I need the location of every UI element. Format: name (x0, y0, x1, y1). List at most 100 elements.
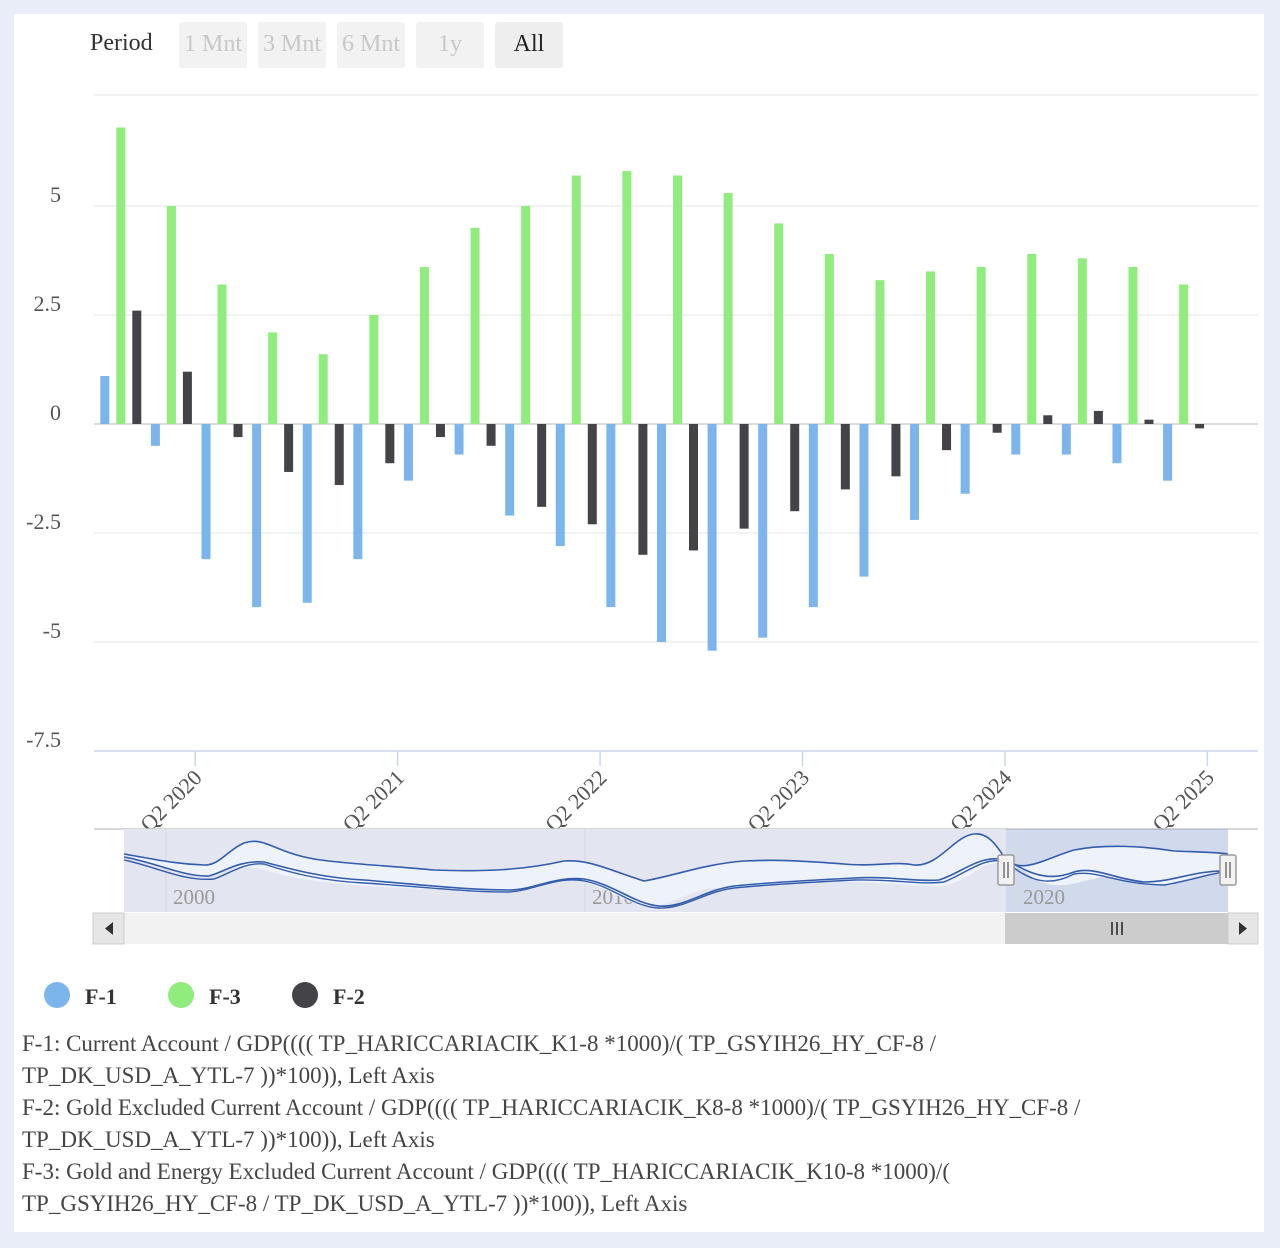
legend-dot-f2 (292, 982, 318, 1008)
bar-f2-5 (385, 424, 395, 464)
bar-f3-5 (369, 315, 379, 424)
bar-f1-7 (454, 424, 464, 455)
chart-panel: Period 1 Mnt 3 Mnt 6 Mnt 1y All 5 2.5 0 -2.… (14, 14, 1264, 1232)
bar-f1-4 (302, 424, 312, 603)
period-3-month-button[interactable]: 3 Mnt (258, 22, 326, 68)
y-tick-label: -2.5 (26, 509, 61, 534)
bar-f1-10 (606, 424, 616, 608)
bar-f3-6 (419, 267, 429, 424)
bar-f3-8 (521, 206, 531, 424)
y-tick-label: -5 (43, 618, 61, 643)
bar-f3-16 (926, 271, 936, 424)
bar-f2-0 (132, 310, 142, 424)
period-6-month-button[interactable]: 6 Mnt (337, 22, 405, 68)
bar-f2-1 (182, 371, 192, 424)
bar-f3-9 (571, 175, 581, 424)
bar-f3-7 (470, 227, 480, 424)
bar-f1-19 (1061, 424, 1071, 455)
navigator-year-label: 2020 (1023, 885, 1065, 909)
bar-chart: 52.50-2.5-5-7.5 Q2 2020 Q2 2021 Q2 2022 Q2 … (26, 94, 1259, 945)
period-1-month-button[interactable]: 1 Mnt (179, 22, 247, 68)
bar-f2-18 (1043, 415, 1053, 424)
bar-f1-9 (555, 424, 565, 547)
legend-dot-f1 (44, 982, 70, 1008)
legend: F-1 F-3 F-2 (14, 974, 1264, 1014)
bar-f1-3 (252, 424, 262, 608)
y-tick-label: 2.5 (34, 291, 62, 316)
bar-f2-10 (638, 424, 648, 555)
bar-f1-18 (1011, 424, 1021, 455)
navigator-line-f1 (123, 856, 1229, 907)
chevron-left-icon (105, 922, 113, 935)
legend-label-f2: F-2 (333, 984, 365, 1009)
bar-f3-14 (824, 253, 834, 424)
period-1-year-button[interactable]: 1y (416, 22, 484, 68)
bar-f3-19 (1077, 258, 1087, 424)
x-tick-label: Q2 2025 (1147, 765, 1219, 837)
bar-f1-21 (1163, 424, 1173, 481)
bar-f1-11 (657, 424, 666, 642)
y-axis-labels: 5 2.5 0 -2.5 -5 -7.5 (26, 182, 61, 752)
bar-f1-17 (960, 424, 970, 494)
note-f3: F-3: Gold and Energy Excluded Current Ac… (22, 1159, 950, 1216)
x-tick-label: Q2 2022 (540, 765, 612, 837)
navigator-line-f2 (123, 859, 1229, 909)
navigator-band (124, 833, 1228, 907)
bar-f3-17 (976, 267, 986, 424)
bar-f2-3 (284, 424, 294, 472)
y-tick-label: -7.5 (26, 727, 61, 752)
legend-label-f1: F-1 (85, 984, 117, 1009)
x-tick-label: Q2 2023 (742, 765, 814, 837)
bar-f1-12 (707, 424, 717, 651)
note-f1: F-1: Current Account / GDP(((( TP_HARICC… (22, 1031, 937, 1088)
chevron-right-icon (1239, 922, 1247, 935)
bar-f3-1 (166, 206, 176, 424)
bar-f1-13 (758, 424, 768, 638)
bar-series (100, 127, 1205, 651)
bar-f2-9 (587, 424, 597, 525)
bar-f3-15 (875, 280, 885, 424)
bar-f1-6 (403, 424, 413, 481)
bar-f2-14 (840, 424, 850, 490)
x-tick-label: Q2 2024 (945, 765, 1017, 837)
series-notes: F-1: Current Account / GDP(((( TP_HARICC… (22, 1028, 1082, 1220)
bar-f2-2 (233, 424, 243, 438)
bar-f3-0 (116, 127, 126, 425)
x-axis: Q2 2020 Q2 2021 Q2 2022 Q2 2023 Q2 2024 Q2 20… (94, 750, 1258, 837)
bar-f2-21 (1195, 424, 1205, 429)
legend-dot-f3 (168, 982, 194, 1008)
bar-f2-12 (739, 424, 749, 529)
bar-f3-13 (774, 223, 784, 424)
period-selector: Period 1 Mnt 3 Mnt 6 Mnt 1y All (14, 14, 714, 84)
bar-f1-15 (859, 424, 869, 577)
bar-f1-2 (201, 424, 211, 560)
bar-f3-2 (217, 284, 227, 424)
bar-f3-11 (673, 175, 682, 424)
bar-f1-0 (100, 376, 110, 424)
bar-f1-8 (505, 424, 515, 516)
bar-f2-17 (992, 424, 1002, 433)
bar-f1-20 (1112, 424, 1122, 464)
navigator-year-label: 2000 (173, 885, 215, 909)
bar-f1-16 (910, 424, 920, 520)
bar-f2-7 (486, 424, 496, 446)
navigator-right-handle (1219, 854, 1237, 886)
period-all-button[interactable]: All (495, 22, 563, 68)
legend-label-f3: F-3 (209, 984, 241, 1009)
scrollbar-grip: III (1109, 919, 1124, 939)
bar-f3-20 (1128, 267, 1138, 424)
x-tick-label: Q2 2021 (337, 765, 409, 837)
scrollbar-thumb (1005, 913, 1229, 944)
bar-f2-4 (334, 424, 344, 486)
y-tick-label: 5 (50, 182, 61, 207)
bar-f2-6 (435, 424, 445, 438)
navigator-left-handle (997, 854, 1015, 886)
bar-f3-10 (622, 171, 632, 424)
y-tick-label: 0 (50, 400, 61, 425)
navigator-line-f3 (123, 833, 1229, 882)
bar-f2-11 (689, 424, 698, 551)
bar-f1-14 (808, 424, 818, 608)
note-f2: F-2: Gold Excluded Current Account / GDP… (22, 1095, 1081, 1152)
bar-f2-8 (537, 424, 547, 507)
